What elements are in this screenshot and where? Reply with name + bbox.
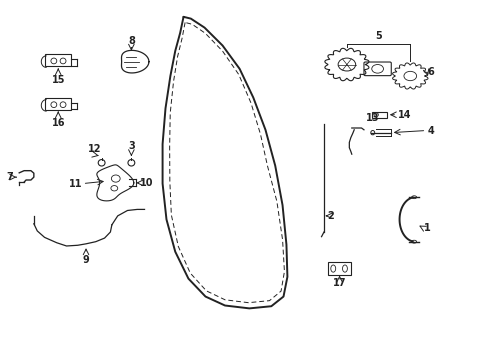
Text: 1: 1 bbox=[423, 224, 430, 233]
Text: 6: 6 bbox=[427, 67, 434, 77]
Text: 17: 17 bbox=[332, 278, 346, 288]
Text: 12: 12 bbox=[88, 144, 102, 154]
Text: 2: 2 bbox=[327, 211, 333, 221]
Text: 16: 16 bbox=[51, 118, 65, 128]
Text: 5: 5 bbox=[374, 31, 381, 41]
Text: 3: 3 bbox=[128, 141, 135, 150]
Text: 13: 13 bbox=[366, 113, 379, 123]
Text: 15: 15 bbox=[51, 75, 65, 85]
Text: 14: 14 bbox=[397, 110, 411, 120]
Text: 11: 11 bbox=[68, 179, 82, 189]
Text: 7: 7 bbox=[6, 172, 13, 182]
Text: 8: 8 bbox=[128, 36, 135, 45]
Text: 4: 4 bbox=[427, 126, 433, 135]
Text: 9: 9 bbox=[82, 255, 89, 265]
Text: 10: 10 bbox=[140, 178, 153, 188]
